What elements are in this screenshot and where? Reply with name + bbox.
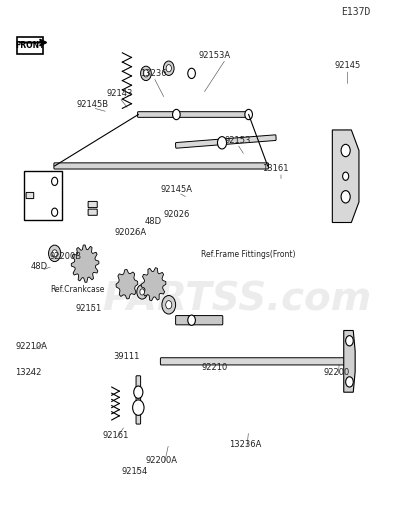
Circle shape [172, 110, 180, 119]
FancyBboxPatch shape [136, 376, 141, 424]
Text: 92143: 92143 [106, 89, 132, 98]
Circle shape [341, 191, 350, 203]
Circle shape [52, 177, 58, 186]
FancyBboxPatch shape [176, 135, 276, 148]
Text: 92151: 92151 [76, 305, 102, 313]
Text: 13242: 13242 [15, 368, 41, 377]
FancyBboxPatch shape [138, 112, 250, 117]
Circle shape [346, 377, 353, 387]
Polygon shape [71, 245, 99, 282]
Text: 48D: 48D [31, 262, 48, 271]
Circle shape [341, 144, 350, 157]
Text: 92200A: 92200A [145, 455, 177, 465]
Circle shape [52, 208, 58, 216]
Text: 92145B: 92145B [77, 100, 109, 109]
Circle shape [137, 285, 148, 299]
Text: 92154: 92154 [122, 467, 148, 476]
Circle shape [134, 386, 143, 399]
Text: 92200B: 92200B [50, 252, 82, 261]
FancyBboxPatch shape [88, 209, 97, 215]
Polygon shape [332, 130, 359, 222]
Circle shape [218, 136, 226, 149]
Text: 92026: 92026 [163, 210, 190, 219]
FancyBboxPatch shape [160, 358, 344, 365]
FancyBboxPatch shape [26, 192, 34, 199]
Circle shape [164, 61, 174, 75]
Text: 92153A: 92153A [198, 51, 230, 60]
FancyBboxPatch shape [17, 37, 43, 54]
Circle shape [81, 258, 89, 269]
Circle shape [188, 315, 195, 325]
Text: E137D: E137D [341, 7, 370, 17]
Circle shape [52, 250, 57, 257]
Polygon shape [116, 269, 138, 299]
Polygon shape [141, 268, 166, 301]
Text: 92161: 92161 [102, 431, 129, 440]
Text: 92145: 92145 [334, 61, 361, 70]
Text: 92145A: 92145A [160, 185, 192, 193]
Text: 92210: 92210 [201, 363, 228, 372]
Text: 92153: 92153 [224, 136, 250, 145]
FancyBboxPatch shape [54, 163, 268, 169]
FancyBboxPatch shape [176, 315, 223, 325]
Text: 92210A: 92210A [16, 342, 48, 352]
Circle shape [124, 280, 130, 288]
Circle shape [166, 301, 172, 309]
Circle shape [346, 336, 353, 346]
Circle shape [343, 172, 349, 180]
Circle shape [141, 66, 151, 81]
Circle shape [140, 289, 144, 295]
Text: 92026A: 92026A [115, 229, 147, 237]
Circle shape [48, 245, 61, 262]
Text: 13236: 13236 [140, 69, 167, 78]
FancyBboxPatch shape [24, 171, 62, 220]
Circle shape [162, 296, 176, 314]
Text: 13236A: 13236A [229, 440, 261, 449]
Circle shape [143, 70, 149, 77]
Text: 92200: 92200 [323, 368, 349, 377]
Text: FRONT: FRONT [15, 41, 45, 50]
Text: Ref.Crankcase: Ref.Crankcase [50, 285, 105, 294]
Polygon shape [344, 330, 355, 392]
Text: Ref.Frame Fittings(Front): Ref.Frame Fittings(Front) [201, 250, 296, 259]
Text: 48D: 48D [145, 217, 162, 226]
Circle shape [188, 68, 195, 79]
Circle shape [166, 65, 172, 72]
Circle shape [150, 279, 157, 290]
Text: 13161: 13161 [262, 164, 288, 173]
FancyBboxPatch shape [88, 202, 97, 208]
Text: 39111: 39111 [114, 352, 140, 361]
Circle shape [245, 110, 252, 119]
Text: PARTSS.com: PARTSS.com [103, 281, 372, 318]
Circle shape [133, 400, 144, 415]
